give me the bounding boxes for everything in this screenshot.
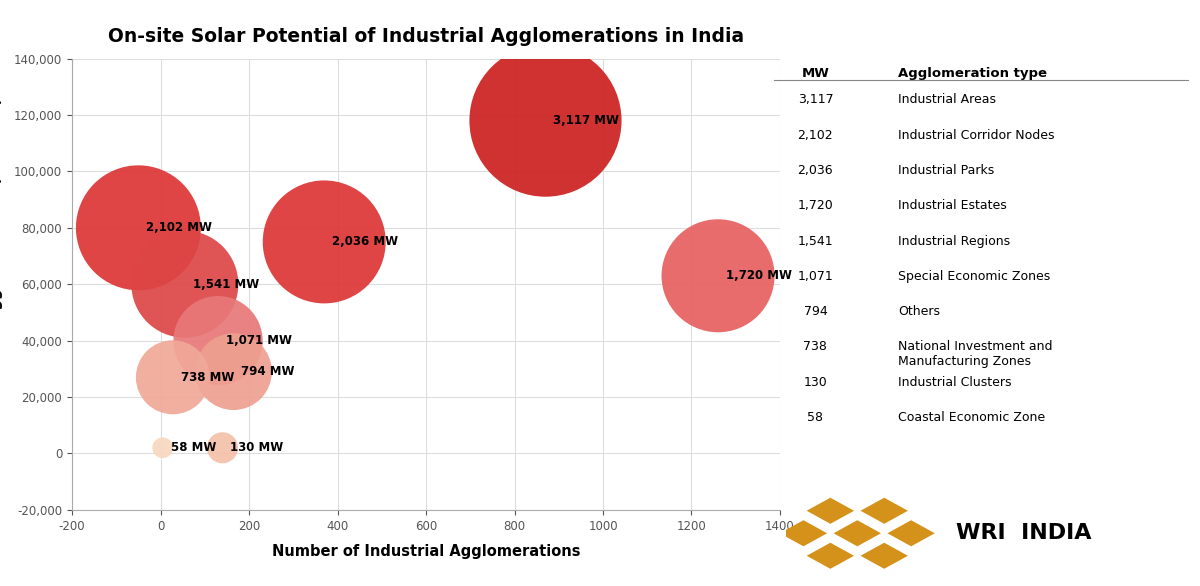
Text: 1,720: 1,720 — [798, 199, 833, 212]
Text: Industrial Corridor Nodes: Industrial Corridor Nodes — [898, 129, 1055, 142]
Text: 2,036: 2,036 — [798, 164, 833, 177]
Text: Industrial Estates: Industrial Estates — [898, 199, 1007, 212]
Text: Special Economic Zones: Special Economic Zones — [898, 270, 1050, 283]
Text: 1,720 MW: 1,720 MW — [726, 269, 792, 282]
Point — [175, 280, 194, 289]
Text: 2,036 MW: 2,036 MW — [332, 236, 398, 248]
Polygon shape — [860, 543, 908, 569]
Text: Industrial Areas: Industrial Areas — [898, 93, 996, 107]
Text: Industrial Clusters: Industrial Clusters — [898, 376, 1012, 389]
Text: 1,541: 1,541 — [798, 234, 833, 247]
Text: 2,102 MW: 2,102 MW — [146, 222, 212, 234]
Point — [708, 271, 727, 281]
Text: 58: 58 — [808, 411, 823, 424]
Text: MW: MW — [802, 67, 829, 80]
Text: Coastal Economic Zone: Coastal Economic Zone — [898, 411, 1045, 424]
Text: 130 MW: 130 MW — [230, 441, 283, 454]
Polygon shape — [806, 543, 854, 569]
Text: 794 MW: 794 MW — [241, 365, 295, 378]
Text: Agglomeration type: Agglomeration type — [898, 67, 1048, 80]
Text: 1,071 MW: 1,071 MW — [226, 334, 292, 347]
Y-axis label: Area of Industrial Agglomerations (Hectares): Area of Industrial Agglomerations (Hecta… — [0, 97, 2, 471]
Text: 3,117 MW: 3,117 MW — [553, 114, 619, 127]
Text: 738 MW: 738 MW — [181, 371, 234, 384]
Point — [314, 237, 334, 247]
Point — [209, 336, 228, 345]
Point — [536, 116, 556, 125]
Point — [154, 443, 173, 452]
Text: 1,541 MW: 1,541 MW — [193, 278, 259, 291]
Text: Industrial Regions: Industrial Regions — [898, 234, 1010, 247]
Point — [128, 223, 148, 233]
Title: On-site Solar Potential of Industrial Agglomerations in India: On-site Solar Potential of Industrial Ag… — [108, 27, 744, 46]
Point — [163, 373, 182, 382]
Polygon shape — [888, 520, 935, 546]
Text: 2,102: 2,102 — [798, 129, 833, 142]
Text: 3,117: 3,117 — [798, 93, 833, 107]
X-axis label: Number of Industrial Agglomerations: Number of Industrial Agglomerations — [271, 544, 581, 558]
Text: 58 MW: 58 MW — [170, 441, 216, 454]
Text: 130: 130 — [804, 376, 827, 389]
Polygon shape — [860, 498, 908, 524]
Text: WRI  INDIA: WRI INDIA — [956, 523, 1092, 543]
Point — [212, 443, 232, 452]
Text: Industrial Parks: Industrial Parks — [898, 164, 995, 177]
Polygon shape — [834, 520, 881, 546]
Text: National Investment and
Manufacturing Zones: National Investment and Manufacturing Zo… — [898, 340, 1052, 369]
Polygon shape — [806, 498, 854, 524]
Text: Others: Others — [898, 305, 941, 318]
Text: 738: 738 — [804, 340, 827, 353]
Text: 794: 794 — [804, 305, 827, 318]
Text: 1,071: 1,071 — [798, 270, 833, 283]
Polygon shape — [780, 520, 827, 546]
Point — [224, 367, 244, 376]
